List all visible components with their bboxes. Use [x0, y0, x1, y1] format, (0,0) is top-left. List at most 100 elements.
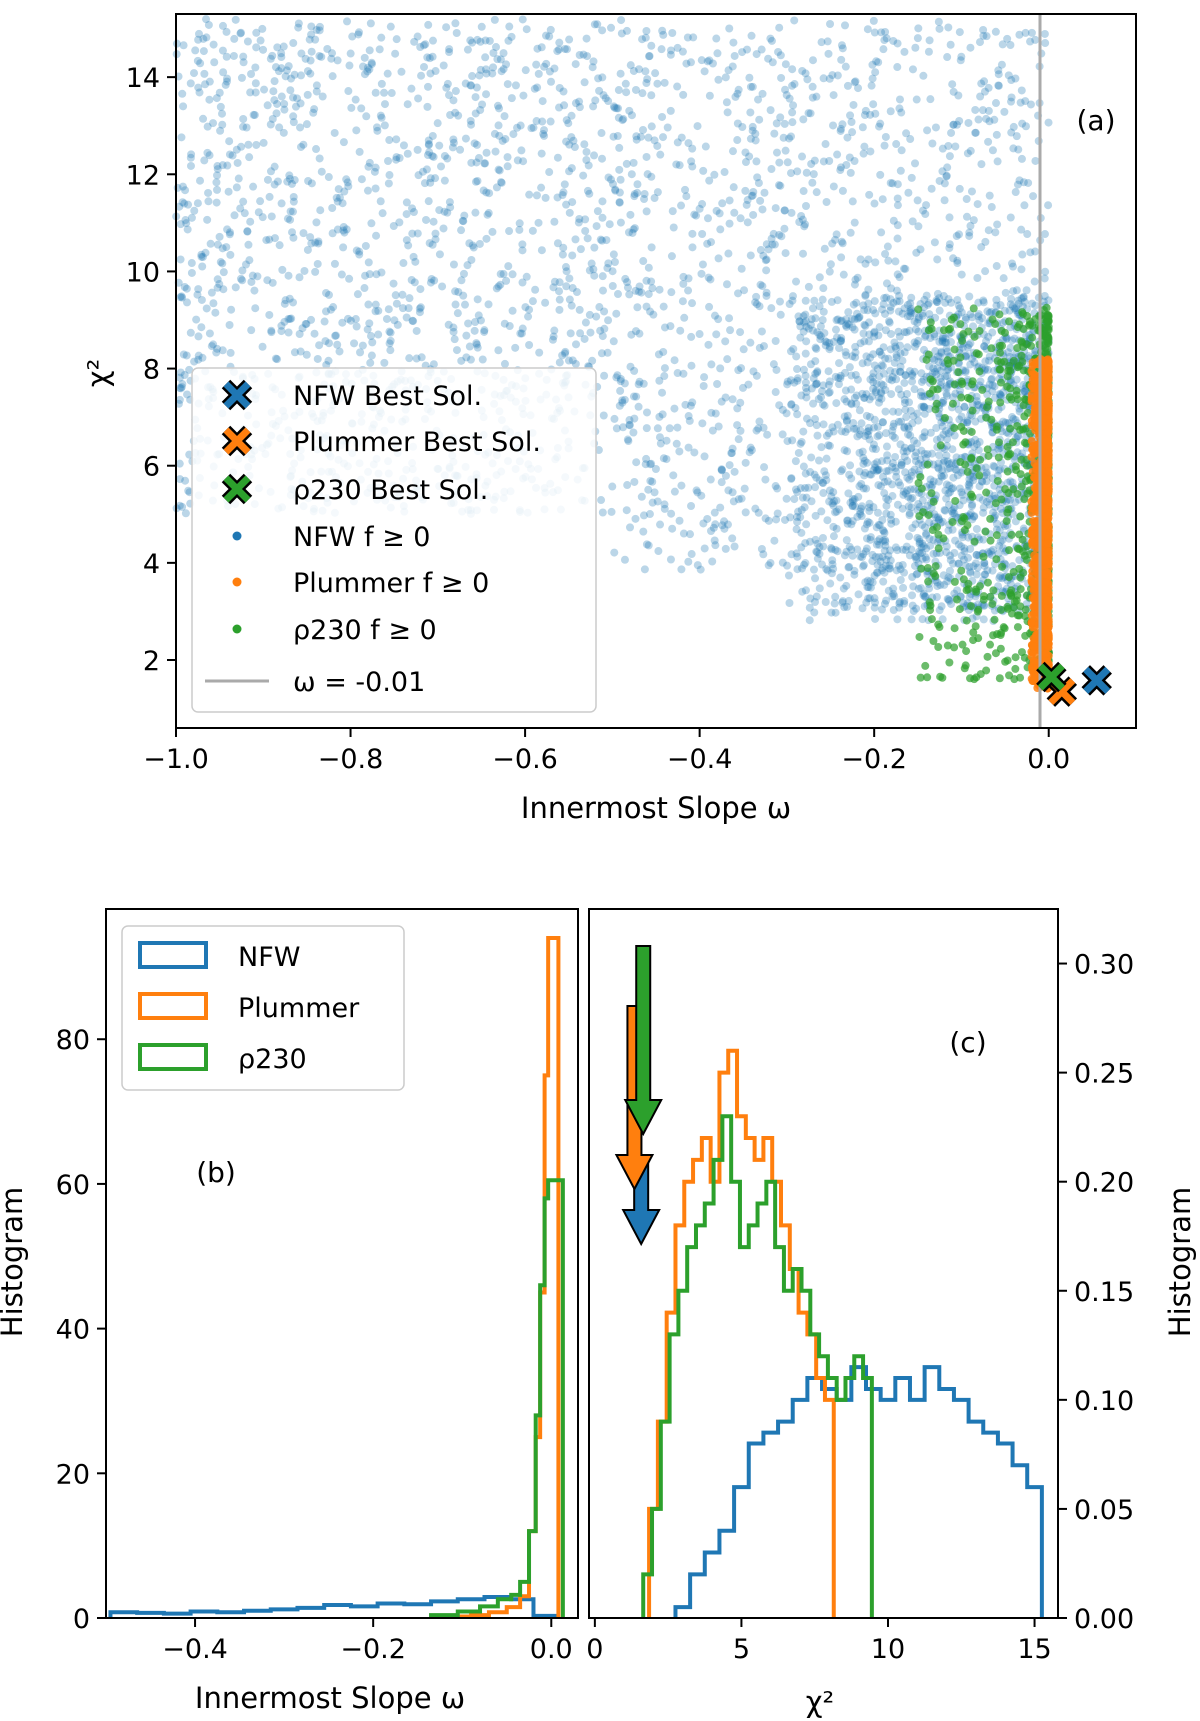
- rho230-point: [951, 496, 960, 505]
- nfw-point: [273, 99, 282, 108]
- nfw-point: [752, 426, 761, 435]
- nfw-point: [881, 326, 890, 335]
- nfw-point: [593, 20, 602, 29]
- nfw-point: [781, 146, 790, 155]
- nfw-point: [648, 498, 657, 507]
- nfw-point: [982, 32, 991, 41]
- nfw-point: [846, 228, 855, 237]
- nfw-point: [789, 101, 798, 110]
- nfw-point: [974, 115, 983, 124]
- nfw-point: [378, 209, 387, 218]
- nfw-point: [900, 423, 909, 432]
- nfw-point: [462, 331, 471, 340]
- nfw-point: [947, 600, 956, 609]
- nfw-point: [938, 466, 947, 475]
- nfw-point: [620, 379, 629, 388]
- nfw-point: [385, 136, 394, 145]
- nfw-point: [996, 572, 1005, 581]
- rho230-point: [1004, 573, 1013, 582]
- nfw-point: [1044, 118, 1053, 127]
- nfw-point: [550, 64, 559, 73]
- nfw-point: [900, 452, 909, 461]
- nfw-point: [745, 448, 754, 457]
- nfw-point: [762, 266, 771, 275]
- nfw-point: [616, 69, 625, 78]
- nfw-point: [603, 264, 612, 273]
- nfw-point: [935, 306, 944, 315]
- rho230-point: [927, 615, 936, 624]
- nfw-point: [610, 414, 619, 423]
- nfw-point: [980, 342, 989, 351]
- nfw-point: [776, 310, 785, 319]
- nfw-point: [306, 69, 315, 78]
- nfw-point: [347, 103, 356, 112]
- nfw-point: [720, 524, 729, 533]
- nfw-point: [996, 301, 1005, 310]
- nfw-point: [876, 170, 885, 179]
- nfw-point: [225, 228, 234, 237]
- nfw-point: [808, 56, 817, 65]
- nfw-point: [988, 387, 997, 396]
- nfw-point: [629, 225, 638, 234]
- nfw-point: [936, 366, 945, 375]
- nfw-point: [801, 539, 810, 548]
- nfw-point: [894, 307, 903, 316]
- nfw-point: [954, 405, 963, 414]
- nfw-point: [589, 57, 598, 66]
- nfw-point: [377, 113, 386, 122]
- rho230-point: [934, 544, 943, 553]
- nfw-point: [861, 321, 870, 330]
- nfw-point: [898, 545, 907, 554]
- nfw-point: [663, 123, 672, 132]
- nfw-point: [1007, 97, 1016, 106]
- nfw-point: [311, 35, 320, 44]
- nfw-point: [186, 328, 195, 337]
- nfw-point: [906, 312, 915, 321]
- rho230-point: [950, 643, 959, 652]
- nfw-point: [491, 147, 500, 156]
- nfw-point: [922, 201, 931, 210]
- nfw-point: [747, 192, 756, 201]
- nfw-point: [239, 58, 248, 67]
- nfw-point: [974, 310, 983, 319]
- nfw-point: [178, 89, 187, 98]
- nfw-point: [580, 140, 589, 149]
- nfw-point: [908, 591, 917, 600]
- nfw-point: [866, 533, 875, 542]
- nfw-point: [1040, 291, 1049, 300]
- nfw-point: [908, 493, 917, 502]
- nfw-point: [632, 135, 641, 144]
- nfw-point: [443, 154, 452, 163]
- nfw-point: [186, 153, 195, 162]
- nfw-point: [492, 43, 501, 52]
- nfw-point: [610, 548, 619, 557]
- nfw-point: [944, 489, 953, 498]
- nfw-point: [728, 444, 737, 453]
- nfw-point: [1007, 76, 1016, 85]
- nfw-point: [853, 512, 862, 521]
- nfw-point: [555, 103, 564, 112]
- nfw-point: [880, 529, 889, 538]
- nfw-point: [950, 431, 959, 440]
- nfw-point: [847, 545, 856, 554]
- nfw-point: [591, 96, 600, 105]
- nfw-point: [677, 201, 686, 210]
- nfw-point: [896, 367, 905, 376]
- nfw-point: [579, 171, 588, 180]
- nfw-point: [819, 381, 828, 390]
- nfw-point: [807, 384, 816, 393]
- rho230-point: [983, 445, 992, 454]
- nfw-point: [580, 334, 589, 343]
- nfw-point: [771, 204, 780, 213]
- nfw-point: [945, 213, 954, 222]
- nfw-point: [756, 246, 765, 255]
- nfw-point: [650, 488, 659, 497]
- nfw-point: [216, 102, 225, 111]
- nfw-point: [832, 230, 841, 239]
- rho230-point: [975, 582, 984, 591]
- nfw-point: [542, 31, 551, 40]
- nfw-point: [866, 353, 875, 362]
- nfw-point: [881, 385, 890, 394]
- nfw-point: [854, 492, 863, 501]
- nfw-point: [913, 196, 922, 205]
